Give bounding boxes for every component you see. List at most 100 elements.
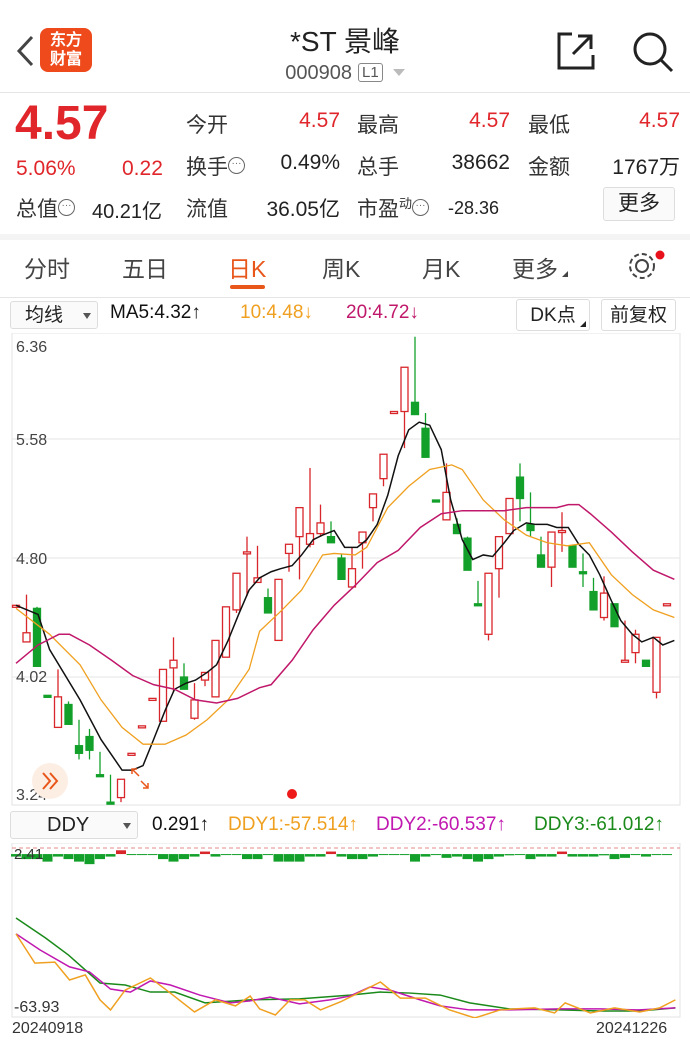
info-icon[interactable]: ··· — [58, 199, 75, 216]
more-quote-button[interactable]: 更多 — [603, 187, 675, 221]
ddy1-value: DDY1:-57.514↑ — [228, 814, 358, 835]
tab-weekly-k[interactable]: 周K — [322, 256, 361, 282]
ddy-bar — [210, 854, 221, 857]
candle — [568, 545, 577, 568]
candle — [116, 778, 126, 803]
candle-body — [32, 607, 42, 667]
ddy-bar — [242, 854, 252, 860]
ma5-line — [15, 421, 675, 771]
volume-value: 38662 — [451, 151, 510, 174]
dk-point-button[interactable]: DK点 — [516, 299, 590, 331]
candle-body — [326, 535, 336, 544]
candle — [127, 752, 136, 756]
ddy-chart[interactable]: 2.41 -63.93 — [0, 842, 690, 1019]
ddy-bar — [116, 850, 126, 855]
y-tick-label: 4.80 — [16, 551, 47, 568]
candle-body — [263, 597, 273, 614]
tab-intraday[interactable]: 分时 — [24, 256, 70, 282]
ddy-bar — [147, 854, 158, 856]
mcap-label-text: 总值 — [16, 198, 58, 221]
candle-body — [347, 568, 357, 588]
float-value: 36.05亿 — [266, 198, 340, 221]
share-button[interactable] — [556, 31, 596, 76]
tab-five-day[interactable]: 五日 — [122, 256, 168, 282]
tab-daily-k[interactable]: 日K — [228, 256, 267, 282]
candle-body — [379, 453, 388, 480]
ma20-value: 20:4.72↓ — [346, 302, 419, 323]
ddy-bar — [473, 854, 483, 862]
ddy-bar — [651, 854, 662, 856]
pe-label[interactable]: 市盈动 ··· — [357, 193, 430, 223]
tab-monthly-k[interactable]: 月K — [422, 256, 461, 282]
candle — [620, 620, 630, 663]
candle-body — [274, 578, 283, 642]
settings-button[interactable] — [626, 250, 666, 287]
ddy-bar — [378, 854, 389, 856]
search-button[interactable] — [632, 31, 674, 78]
candle-body — [557, 529, 567, 534]
candle-body — [547, 531, 556, 568]
candle — [263, 588, 273, 614]
candle-body — [242, 551, 252, 555]
candle-body — [211, 639, 220, 698]
amount-value: 1767万 — [612, 156, 680, 179]
expand-left-icon[interactable] — [32, 763, 68, 799]
open-value: 4.57 — [299, 109, 340, 132]
ddy3-value: DDY3:-61.012↑ — [534, 814, 664, 835]
kline-chart[interactable]: 6.36 5.58 4.80 4.02 3.24 — [0, 332, 690, 806]
adjust-button[interactable]: 前复权 — [601, 299, 676, 331]
chart-frame — [11, 842, 681, 1018]
change-amount: 0.22 — [122, 157, 163, 180]
share-icon — [557, 32, 595, 70]
candle-body — [410, 401, 420, 416]
mcap-label[interactable]: 总值 ··· — [16, 193, 75, 223]
candle-body — [137, 725, 147, 729]
candle-body — [578, 571, 588, 575]
high-value: 4.57 — [469, 109, 510, 132]
volume-label: 总手 — [357, 156, 399, 179]
ddy-bar — [32, 854, 42, 860]
y-tick-label: 5.58 — [16, 432, 47, 449]
candle-body — [221, 606, 231, 658]
tab-more-label: 更多 — [512, 256, 558, 282]
back-button[interactable] — [14, 34, 38, 68]
ddy-bar — [452, 854, 462, 857]
candle — [463, 536, 472, 571]
candle — [400, 366, 409, 449]
candle-body — [442, 491, 451, 521]
ma10-line — [15, 464, 675, 745]
ddy-bar — [504, 854, 515, 856]
info-icon[interactable]: ··· — [228, 157, 245, 174]
ddy-bar — [273, 854, 284, 862]
pe-value: -28.36 — [448, 198, 500, 218]
ddy-bar — [284, 854, 294, 862]
candle-body — [641, 659, 651, 667]
mcap-value: 40.21亿 — [92, 201, 163, 223]
change-percent: 5.06% — [16, 157, 76, 180]
event-dot[interactable] — [287, 789, 297, 799]
turnover-label[interactable]: 换手 ··· — [186, 151, 245, 181]
info-icon[interactable]: ··· — [412, 199, 430, 216]
candle-body — [295, 506, 304, 538]
candle — [305, 467, 315, 548]
start-date: 20240918 — [12, 1020, 84, 1037]
ma-select[interactable]: 均线 — [10, 301, 98, 329]
ddy-select[interactable]: DDY — [10, 811, 138, 839]
ddy-bar — [389, 854, 399, 856]
candle — [53, 669, 63, 729]
candle — [158, 668, 168, 722]
stock-code: 000908 — [285, 62, 353, 84]
candle — [106, 774, 115, 805]
ddy-bar — [431, 854, 441, 856]
tab-more[interactable]: 更多 — [512, 250, 568, 284]
candle-body — [53, 696, 63, 729]
ddy-bar — [189, 854, 200, 857]
ddy-bar — [368, 854, 378, 857]
pe-label-text: 市盈 — [357, 198, 399, 221]
candle — [316, 504, 325, 537]
candle — [536, 536, 546, 568]
ddy-bar — [441, 854, 452, 858]
ddy-bar — [42, 854, 53, 862]
candle — [22, 594, 31, 643]
stock-code-row[interactable]: 000908 L1 — [0, 62, 690, 85]
